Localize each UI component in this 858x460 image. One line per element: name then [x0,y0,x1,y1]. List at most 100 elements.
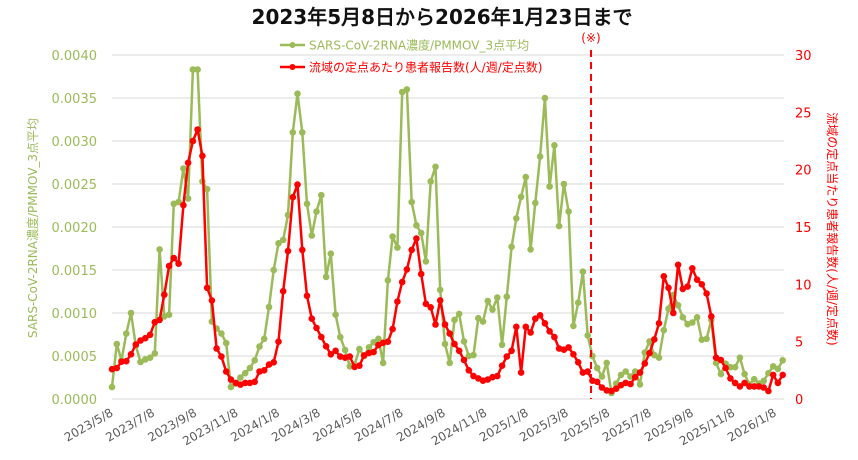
data-point-marker [722,364,729,372]
data-point-marker [113,340,121,348]
data-point-marker [750,383,758,390]
data-point-marker [570,322,577,330]
data-point-marker [318,191,325,199]
data-point-marker [394,244,401,251]
data-point-marker [284,247,292,255]
data-point-marker [175,198,182,206]
data-point-marker [451,340,458,348]
data-point-marker [598,384,606,391]
data-point-marker [774,379,782,387]
data-point-marker [237,374,244,381]
data-point-marker [503,293,511,301]
x-axis-ticks: 2023/5/82023/7/82023/9/82023/11/82024/1/… [62,405,779,448]
data-point-marker [151,350,159,357]
data-point-marker [436,297,444,304]
data-point-marker [303,200,311,208]
data-point-marker [156,246,163,253]
data-point-marker [413,222,420,229]
data-point-marker [165,311,173,319]
data-point-marker [536,312,544,319]
data-point-marker [260,335,268,343]
legend: SARS-CoV-2RNA濃度/PMMOV_3点平均 流域の定点あたり患者報告数… [280,38,542,75]
data-point-marker [570,351,577,358]
legend-label-green: SARS-CoV-2RNA濃度/PMMOV_3点平均 [309,38,529,53]
data-point-marker [194,126,201,133]
data-point-marker [146,331,154,339]
left-tick-label: 0.0025 [52,178,98,193]
data-point-marker [427,304,435,311]
data-point-marker [422,258,430,265]
data-point-marker [184,195,192,202]
data-point-marker [337,333,344,341]
data-point-marker [513,323,520,331]
left-tick-label: 0.0015 [52,264,98,279]
data-point-marker [389,233,396,240]
data-point-marker [451,316,458,324]
data-point-marker [741,379,748,387]
data-point-marker [413,235,420,242]
data-point-marker [356,345,363,353]
data-point-marker [203,284,211,292]
left-tick-label: 0.0035 [52,92,98,107]
data-point-marker [465,367,473,374]
data-point-marker [731,363,739,371]
chart-title: 2023年5月8日から2026年1月23日まで [252,5,633,29]
data-point-marker [617,371,625,379]
data-point-marker [161,291,168,299]
left-axis-title: SARS-CoV-2RNA濃度/PMMOV_3点平均 [25,118,40,338]
data-point-marker [294,90,301,97]
data-point-marker [294,181,301,188]
data-point-marker [356,362,363,370]
data-point-marker [651,336,658,343]
data-point-marker [370,348,377,356]
right-axis-title: 流域の定点当たり患者報告数(人/週/定点数) [825,112,840,345]
data-point-marker [446,330,454,337]
data-point-marker [408,246,416,254]
data-point-marker [508,347,515,355]
data-point-marker [655,320,663,327]
data-point-marker [194,66,201,73]
data-point-marker [327,250,335,257]
data-point-marker [227,376,235,383]
data-point-marker [774,365,782,373]
data-point-marker [222,339,230,347]
data-point-marker [127,309,135,317]
data-point-marker [574,299,582,307]
data-point-marker [494,294,501,301]
right-tick-label: 20 [795,164,812,179]
right-axis-ticks: 0 5 10 15 20 25 30 [795,49,812,408]
data-point-marker [712,359,720,367]
data-point-marker [270,266,278,274]
data-point-marker [641,360,649,367]
legend-marker-red-icon [289,64,296,70]
series-patient-reports [108,126,786,395]
data-point-marker [574,359,582,366]
data-point-marker [527,246,534,253]
data-point-marker [260,367,268,374]
data-point-marker [332,347,339,355]
data-point-marker [522,173,530,181]
data-point-marker [750,375,758,383]
legend-item-red: 流域の定点あたり患者報告数(人/週/定点数) [280,60,542,75]
data-point-marker [455,310,463,318]
series-line [111,128,784,393]
data-point-marker [717,356,725,364]
data-point-marker [494,372,501,380]
data-point-marker [741,370,748,378]
data-point-marker [123,357,130,365]
data-point-marker [727,375,734,382]
data-point-marker [313,208,320,215]
data-point-marker [470,351,477,359]
data-point-marker [322,273,330,281]
data-point-marker [227,383,235,391]
data-point-marker [251,357,258,364]
right-tick-label: 15 [795,221,812,236]
data-point-marker [479,318,487,325]
gridlines [112,54,784,400]
series-rna-concentration [108,66,786,397]
data-point-marker [279,236,287,244]
data-point-marker [541,320,549,327]
data-point-marker [170,254,178,262]
data-point-marker [760,377,767,385]
